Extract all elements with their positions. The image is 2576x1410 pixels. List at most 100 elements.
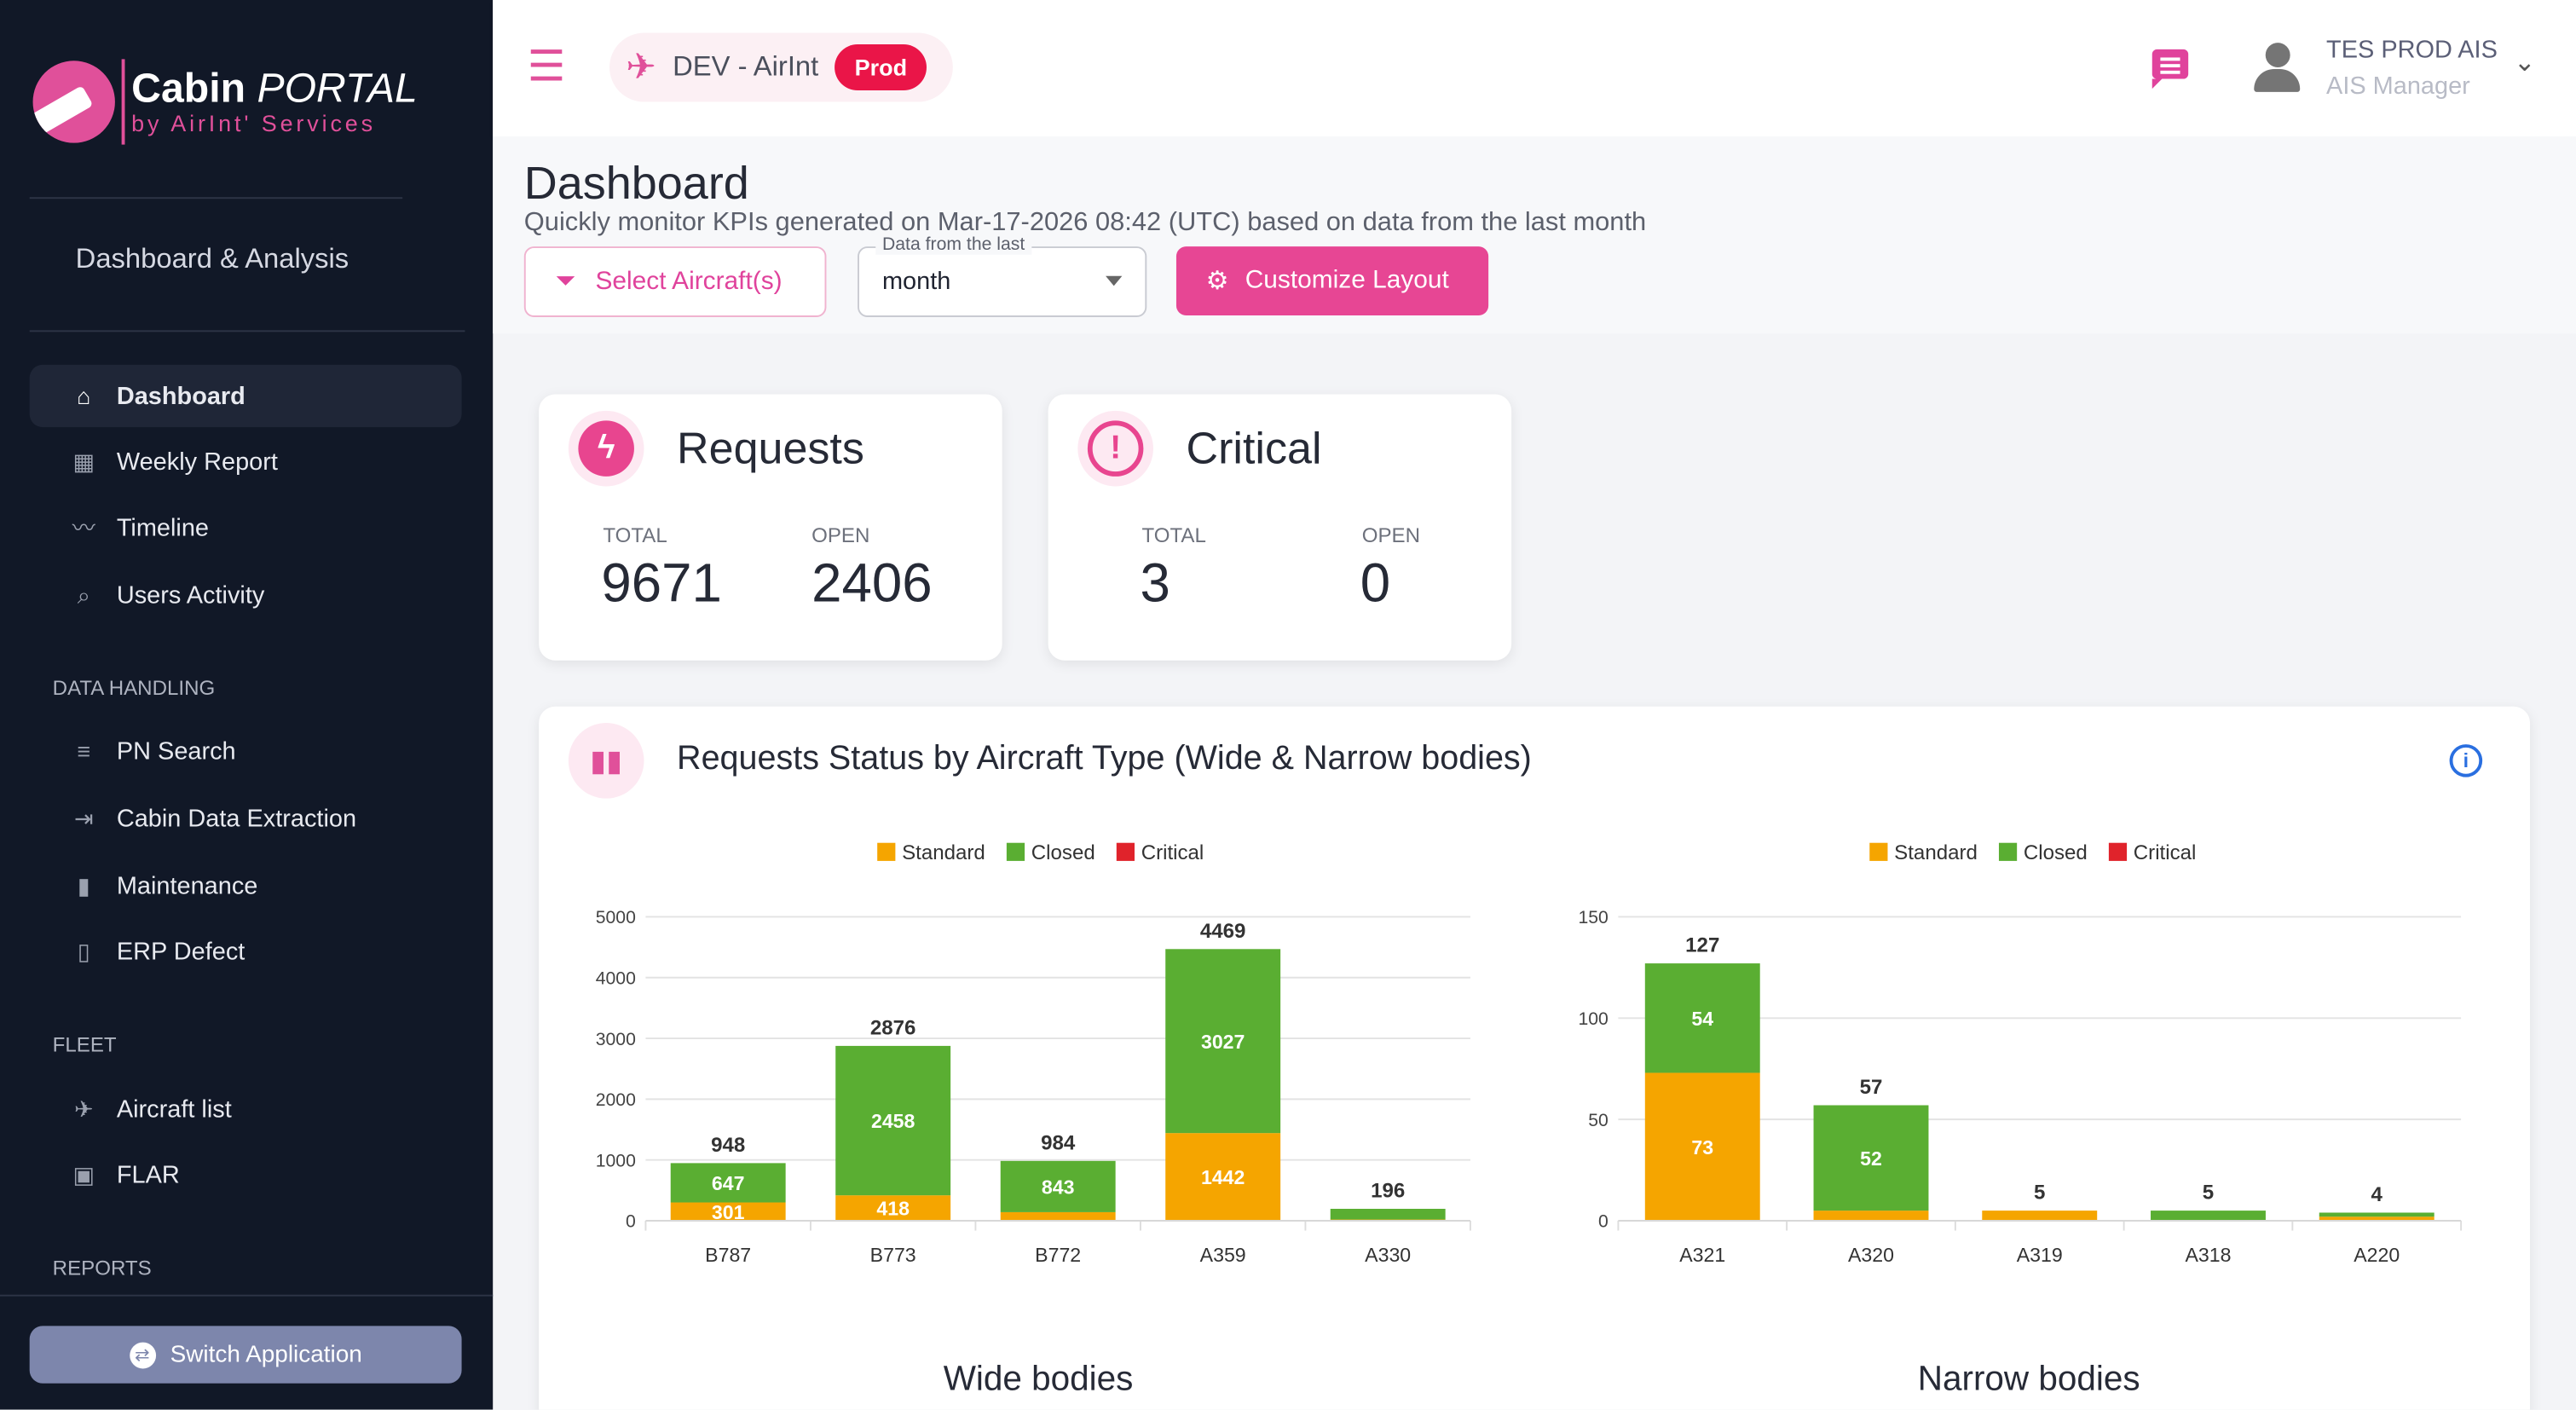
kpi-card-critical: ! Critical TOTAL 3 OPEN 0	[1048, 394, 1512, 661]
select-aircraft-button[interactable]: ⏷ Select Aircraft(s)	[523, 246, 827, 317]
alert-icon: !	[1087, 420, 1144, 477]
group-title-reports: REPORTS	[52, 1257, 152, 1280]
kpi-open-label: OPEN	[811, 523, 870, 547]
logo-tagline: by AirInt' Services	[131, 110, 377, 136]
frame-icon: ▣	[72, 1160, 95, 1188]
bar-closed	[670, 1163, 786, 1203]
bar-chart-icon: ▮▮	[568, 723, 644, 799]
chat-icon[interactable]	[2151, 49, 2189, 90]
sidebar-item-cabin-data-extraction[interactable]: ⇥ Cabin Data Extraction	[30, 787, 462, 849]
legend-label-closed: Closed	[2024, 841, 2088, 864]
legend-swatch-standard	[1869, 842, 1888, 861]
sidebar-item-aircraft-list[interactable]: ✈ Aircraft list	[30, 1078, 462, 1140]
sidebar-item-maintenance[interactable]: ▮ Maintenance	[30, 854, 462, 916]
logo-brand-sub: PORTAL	[257, 66, 418, 113]
kpi-total-value: 3	[1140, 552, 1170, 613]
environment-selector[interactable]: ✈ DEV - AirInt Prod	[609, 32, 953, 102]
sidebar-item-users-activity[interactable]: ⌕ Users Activity	[30, 563, 462, 626]
legend-swatch-critical	[2108, 842, 2128, 861]
bar-total-label: 948	[711, 1134, 745, 1157]
kpi-total-label: TOTAL	[1141, 523, 1206, 547]
chart-title-narrow: Narrow bodies	[1917, 1360, 2140, 1399]
x-tick-label: A359	[1200, 1244, 1246, 1266]
activity-search-icon: ⌕	[77, 581, 90, 608]
x-tick-label: B773	[870, 1244, 916, 1266]
environment-name: DEV - AirInt	[673, 50, 819, 83]
customize-layout-button[interactable]: ⚙ Customize Layout	[1175, 246, 1489, 316]
legend-label-standard: Standard	[1894, 841, 1978, 864]
sidebar-item-weekly-report[interactable]: ▦ Weekly Report	[30, 431, 462, 493]
bar-segment-label: 52	[1860, 1147, 1882, 1170]
sidebar-item-label: Cabin Data Extraction	[116, 804, 357, 833]
bar-segment-label: 843	[1042, 1176, 1075, 1199]
page-header-band	[493, 136, 2576, 334]
sidebar-item-label: Maintenance	[116, 871, 258, 900]
group-title-fleet: FLEET	[52, 1033, 117, 1057]
sidebar: Cabin PORTAL by AirInt' Services Dashboa…	[0, 0, 494, 1410]
sidebar-item-label: ERP Defect	[116, 937, 245, 966]
kpi-open-value: 0	[1360, 552, 1391, 613]
user-name[interactable]: TES PROD AIS	[2326, 36, 2498, 65]
calendar-icon: ▦	[72, 448, 95, 475]
wide-bodies-chart: Standard Closed Critical 0 1000 2000 3000 4000 5…	[596, 841, 1471, 1266]
page-title: Dashboard	[523, 158, 749, 209]
filter-icon: ⏷	[555, 267, 576, 295]
sidebar-item-label: Dashboard	[116, 382, 245, 410]
page-subtitle: Quickly monitor KPIs generated on Mar-17…	[523, 208, 1647, 237]
top-header: ☰ ✈ DEV - AirInt Prod TES PROD AIS AIS M…	[493, 0, 2576, 136]
bar-closed	[1165, 949, 1281, 1134]
y-tick-label: 3000	[596, 1030, 636, 1049]
user-role: AIS Manager	[2326, 72, 2470, 101]
kpi-card-requests: ϟ Requests TOTAL 9671 OPEN 2406	[539, 394, 1002, 661]
bar-segment-label: 2458	[871, 1110, 915, 1132]
info-icon[interactable]: i	[2449, 744, 2483, 777]
kpi-total-label: TOTAL	[603, 523, 667, 547]
divider	[29, 197, 403, 199]
y-tick-label: 0	[626, 1212, 636, 1232]
chevron-down-icon[interactable]: ⌄	[2513, 49, 2536, 78]
switch-label: Switch Application	[170, 1341, 362, 1368]
sidebar-item-erp-defect[interactable]: ▯ ERP Defect	[30, 920, 462, 982]
y-tick-label: 0	[1598, 1212, 1609, 1232]
x-tick-label: A320	[1848, 1244, 1894, 1266]
switch-application-button[interactable]: ⇄ Switch Application	[29, 1326, 462, 1384]
logo[interactable]: Cabin PORTAL by AirInt' Services	[32, 59, 418, 145]
document-icon: ▯	[77, 937, 90, 964]
sidebar-item-flar[interactable]: ▣ FLAR	[30, 1143, 462, 1205]
collapse-menu-icon[interactable]: ☰	[527, 41, 566, 91]
requests-status-panel: ▮▮ Requests Status by Aircraft Type (Wid…	[539, 706, 2531, 1410]
period-select[interactable]: Data from the last month	[858, 234, 1147, 317]
kpi-open-label: OPEN	[1361, 523, 1421, 547]
bar-standard	[670, 1202, 786, 1221]
lightning-icon: ϟ	[578, 420, 634, 477]
list-search-icon: ≡	[77, 737, 91, 765]
sidebar-item-pn-search[interactable]: ≡ PN Search	[30, 719, 462, 782]
narrow-bodies-chart: Standard Closed Critical0501001507354127A3…	[1578, 841, 2463, 1266]
kpi-title: Critical	[1186, 424, 1322, 474]
x-tick-label: B787	[705, 1244, 751, 1266]
legend-label-critical: Critical	[1141, 841, 1204, 864]
logo-brand: Cabin	[131, 66, 246, 113]
sidebar-item-dashboard[interactable]: ⌂ Dashboard	[29, 364, 462, 428]
bar-segment-label: 1442	[1201, 1166, 1245, 1188]
avatar[interactable]	[2250, 43, 2303, 95]
bar-closed	[2151, 1211, 2266, 1221]
bar-total-label: 4469	[1200, 920, 1246, 943]
y-tick-label: 5000	[596, 908, 636, 927]
bar-standard	[1165, 1133, 1281, 1221]
export-icon: ⇥	[73, 804, 94, 831]
legend-swatch-standard	[877, 842, 896, 861]
x-tick-label: A330	[1365, 1244, 1411, 1266]
bar-standard	[835, 1195, 951, 1221]
section-title: Dashboard & Analysis	[75, 243, 349, 274]
x-tick-label: A321	[1679, 1244, 1725, 1266]
sidebar-item-timeline[interactable]: 〰 Timeline	[30, 496, 462, 558]
sidebar-item-label: Users Activity	[116, 581, 265, 610]
divider	[29, 330, 465, 332]
sidebar-item-label: Weekly Report	[116, 448, 278, 476]
button-label: Customize Layout	[1245, 266, 1449, 294]
group-title-data-handling: DATA HANDLING	[52, 677, 216, 701]
airplane-icon: ✈	[73, 1095, 94, 1122]
bar-closed	[1330, 1209, 1446, 1220]
home-icon: ⌂	[77, 383, 91, 409]
